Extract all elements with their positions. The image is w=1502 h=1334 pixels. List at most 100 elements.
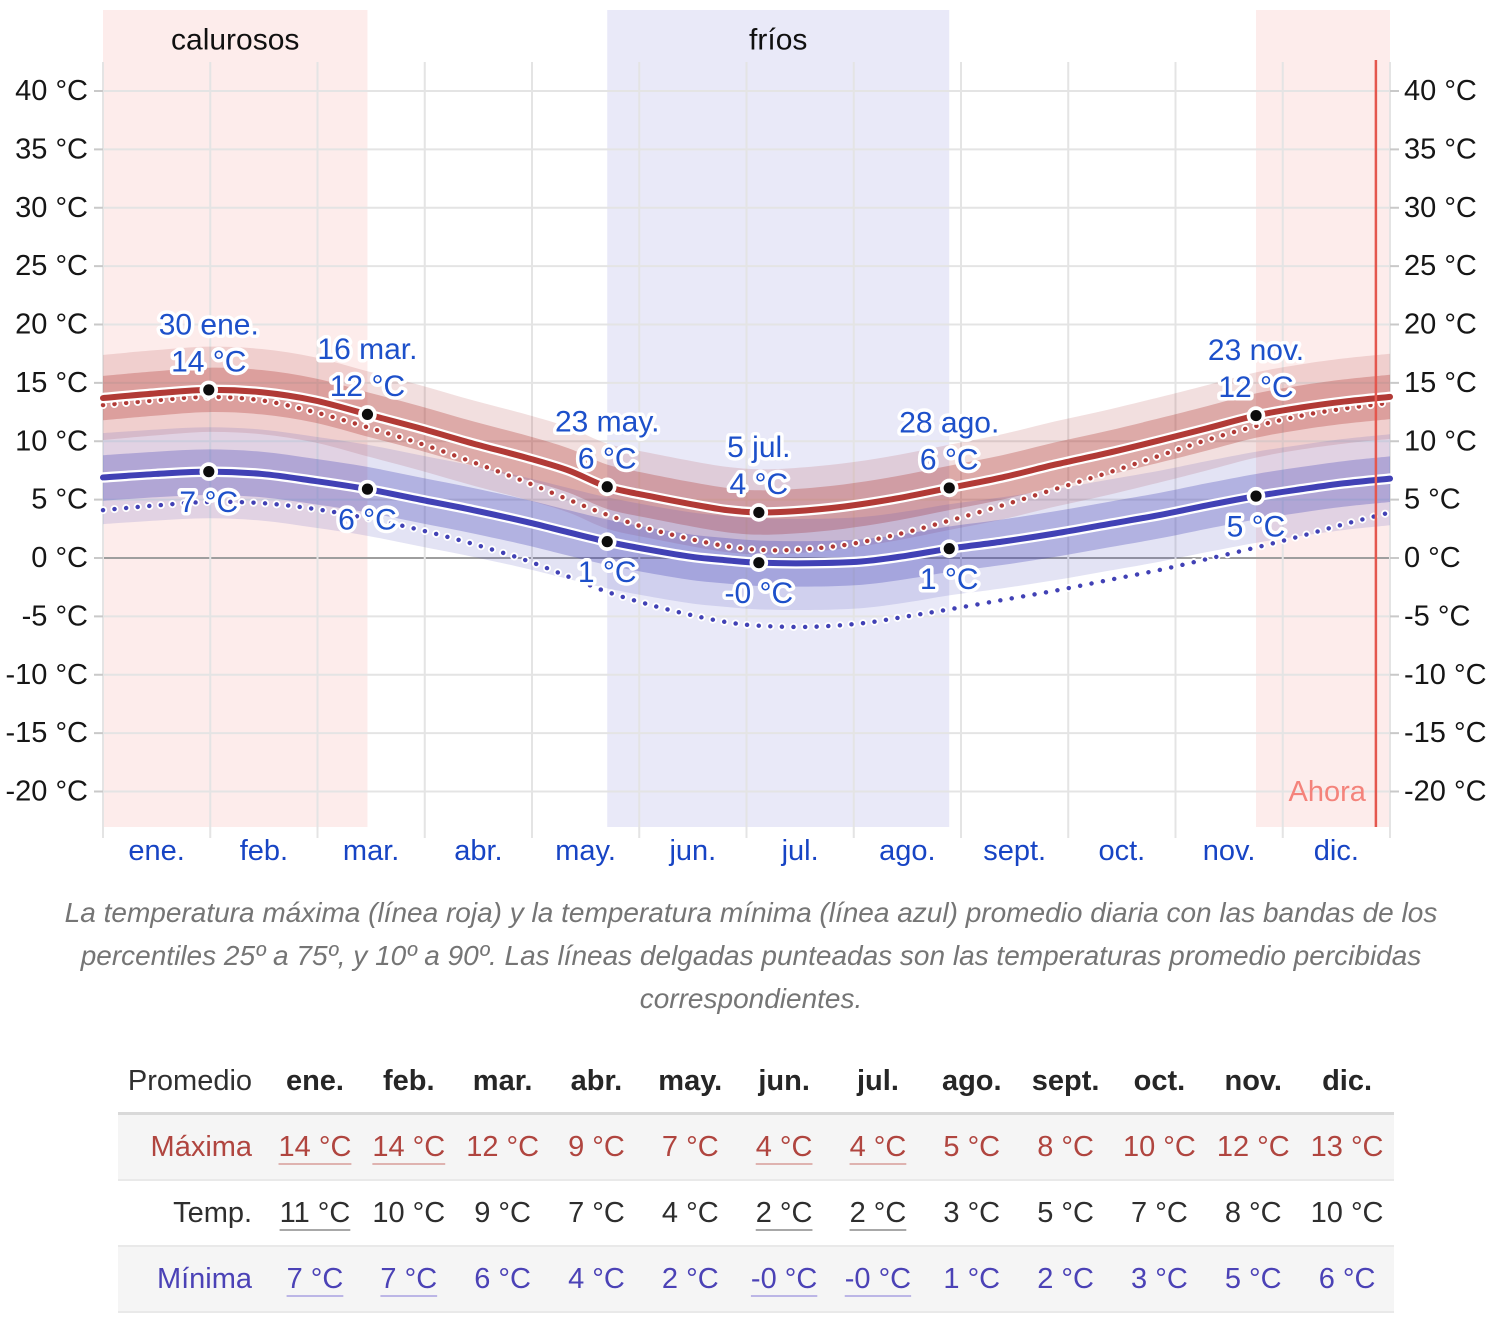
table-month-header: nov. — [1224, 1064, 1282, 1097]
value-text-maxima: 13 °C — [1310, 1130, 1384, 1163]
y-axis-label-right: 0 °C — [1404, 542, 1461, 574]
value-cell-maxima: 10 °C — [1113, 1114, 1207, 1181]
value-cell-temp: 7 °C — [550, 1180, 644, 1246]
annotation-max: 23 nov. 12 °C — [1204, 331, 1307, 408]
data-point-dot — [203, 384, 215, 396]
data-point-dot — [203, 466, 215, 478]
value-link-maxima[interactable]: 4 °C — [849, 1130, 907, 1163]
value-link-maxima[interactable]: 14 °C — [372, 1130, 446, 1163]
cold-season-label: fríos — [749, 24, 807, 57]
data-point-dot — [753, 506, 765, 519]
minima_percibida-line — [100, 499, 1393, 630]
y-axis-label-left: -10 °C — [5, 659, 88, 691]
data-point-dot — [1250, 409, 1262, 422]
x-axis-month-label: ene. — [128, 835, 184, 867]
value-link-minima[interactable]: 7 °C — [286, 1262, 344, 1295]
value-cell-minima: 1 °C — [925, 1246, 1019, 1312]
y-axis-label-left: 20 °C — [15, 309, 88, 341]
y-axis-label-right: 30 °C — [1404, 192, 1477, 224]
maxima_percibida-halo — [99, 392, 1394, 555]
annotation-temp: 5 °C — [1227, 511, 1286, 544]
y-axis-label-right: -10 °C — [1404, 659, 1487, 691]
annotation-min: 6 °C — [335, 500, 401, 540]
value-cell-maxima: 13 °C — [1300, 1114, 1394, 1181]
value-text-temp: 4 °C — [661, 1196, 719, 1229]
table-corner-label: Promedio — [127, 1064, 253, 1097]
table-month-header: jun. — [758, 1064, 810, 1097]
value-link-temp[interactable]: 2 °C — [755, 1196, 813, 1229]
value-cell-minima: 7 °C — [362, 1246, 456, 1312]
minima-band-outer — [103, 427, 1390, 611]
minima-band-inner — [103, 449, 1390, 587]
table-header-row: Promedio ene. feb. mar. abr. may. jun. jul. ago.… — [118, 1050, 1394, 1114]
table-month-header: ene. — [285, 1064, 344, 1097]
y-axis-label-right: -5 °C — [1404, 600, 1470, 632]
value-link-temp[interactable]: 11 °C — [279, 1196, 351, 1229]
x-axis-month-label: ago. — [879, 835, 935, 867]
value-text-maxima: 9 °C — [568, 1130, 625, 1163]
value-link-maxima[interactable]: 14 °C — [278, 1130, 352, 1163]
y-axis-label-right: 35 °C — [1404, 133, 1477, 165]
maxima-band-inner — [103, 367, 1390, 535]
x-axis-month-label: may. — [555, 835, 616, 867]
maxima-band-outer — [103, 346, 1390, 555]
annotation-date: 5 jul. — [727, 431, 790, 464]
value-cell-maxima: 14 °C — [362, 1114, 456, 1181]
value-cell-maxima: 4 °C — [737, 1114, 831, 1181]
y-axis-label-right: 5 °C — [1404, 484, 1461, 516]
value-text-maxima: 10 °C — [1122, 1130, 1196, 1163]
value-link-minima[interactable]: -0 °C — [750, 1262, 818, 1295]
annotation-temp: 1 °C — [920, 563, 979, 596]
value-link-temp[interactable]: 2 °C — [849, 1196, 907, 1229]
annotation-max: 16 mar. 12 °C — [314, 329, 421, 406]
value-link-minima[interactable]: 7 °C — [380, 1262, 438, 1295]
annotation-max: 5 jul. 4 °C — [724, 427, 794, 504]
annotation-temp: 6 °C — [578, 442, 637, 475]
table-month-header: dic. — [1322, 1064, 1373, 1097]
value-text-temp: 7 °C — [568, 1196, 625, 1229]
y-axis-label-right: 40 °C — [1404, 75, 1477, 107]
table-row-maxima: Máxima 14 °C 14 °C 12 °C 9 °C 7 °C 4 °C 4 °C 5 °… — [118, 1113, 1394, 1181]
y-axis-label-left: 10 °C — [15, 425, 88, 457]
hot-season-band — [103, 10, 368, 827]
y-axis-label-left: 25 °C — [15, 250, 88, 282]
annotation-temp: 1 °C — [578, 556, 637, 589]
y-axis-label-left: -15 °C — [5, 717, 88, 749]
annotation-max: 28 ago. 6 °C — [896, 403, 1003, 480]
value-cell-temp: 11 °C — [268, 1180, 362, 1246]
y-axis-label-left: 15 °C — [15, 367, 88, 399]
x-axis-month-label: oct. — [1099, 835, 1146, 867]
annotation-max: 30 ene. 14 °C — [155, 305, 262, 382]
value-link-minima[interactable]: -0 °C — [844, 1262, 912, 1295]
value-cell-maxima: 5 °C — [925, 1114, 1019, 1181]
value-cell-minima: 5 °C — [1206, 1246, 1300, 1312]
y-axis-label-left: -20 °C — [5, 776, 88, 808]
y-axis-label-right: 10 °C — [1404, 425, 1477, 457]
table-row-minima: Mínima 7 °C 7 °C 6 °C 4 °C 2 °C -0 °C -0 °C 1 °C… — [118, 1246, 1394, 1312]
row-label-temp: Temp. — [173, 1196, 253, 1229]
value-cell-temp: 5 °C — [1019, 1180, 1113, 1246]
annotation-temp: 6 °C — [338, 504, 397, 537]
value-text-maxima: 8 °C — [1037, 1130, 1094, 1163]
value-text-maxima: 7 °C — [661, 1130, 719, 1163]
x-axis-month-label: jul. — [781, 835, 819, 867]
annotation-min: -0 °C — [721, 574, 797, 614]
value-cell-minima: -0 °C — [831, 1246, 925, 1312]
maxima-line — [100, 386, 1393, 516]
y-axis-label-left: 30 °C — [15, 192, 88, 224]
value-link-maxima[interactable]: 4 °C — [755, 1130, 813, 1163]
now-label: Ahora — [1289, 776, 1367, 808]
data-point-dot — [361, 483, 374, 495]
table-month-header: sept. — [1031, 1064, 1100, 1097]
value-cell-minima: 6 °C — [1300, 1246, 1394, 1312]
value-text-temp: 8 °C — [1224, 1196, 1282, 1229]
annotation-date: 30 ene. — [159, 308, 259, 341]
x-axis-month-label: mar. — [343, 835, 399, 867]
annotation-min: 1 °C — [916, 560, 982, 600]
value-cell-maxima: 14 °C — [268, 1114, 362, 1181]
data-point-dot — [601, 481, 613, 493]
annotation-date: 23 may. — [555, 405, 660, 438]
value-cell-temp: 8 °C — [1206, 1180, 1300, 1246]
y-axis-label-left: 0 °C — [31, 542, 88, 574]
annotation-max: 23 may. 6 °C — [551, 402, 663, 479]
